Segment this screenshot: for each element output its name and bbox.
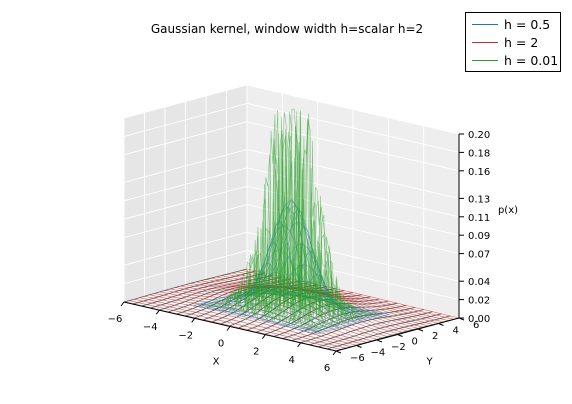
x-tick-label: −4 xyxy=(143,322,158,333)
x-tick-mark xyxy=(192,318,195,322)
z-tick-label: 0.09 xyxy=(468,231,490,242)
x-tick-label: −6 xyxy=(108,314,123,325)
x-tick-mark xyxy=(333,351,336,355)
y-tick-mark xyxy=(418,329,423,331)
x-tick-mark xyxy=(121,302,124,306)
z-tick-label: 0.02 xyxy=(468,296,490,307)
y-axis-label: Y xyxy=(425,357,433,368)
z-tick-label: 0.18 xyxy=(468,148,490,159)
z-tick-label: 0.11 xyxy=(468,213,490,224)
z-axis-label: p(x) xyxy=(498,205,518,216)
x-tick-label: −2 xyxy=(178,330,193,341)
legend-label: h = 2 xyxy=(504,34,538,52)
legend-label: h = 0.01 xyxy=(504,52,558,70)
legend-item: h = 0.5 xyxy=(466,16,560,34)
y-tick-label: 2 xyxy=(432,331,438,342)
y-tick-label: 4 xyxy=(453,326,459,337)
legend: h = 0.5 h = 2 h = 0.01 xyxy=(465,12,561,72)
y-tick-mark xyxy=(398,335,403,337)
z-tick-label: 0.20 xyxy=(468,130,490,141)
y-tick-label: 0 xyxy=(412,337,418,348)
x-tick-label: 4 xyxy=(289,355,295,366)
y-tick-label: −4 xyxy=(371,348,386,359)
legend-item: h = 2 xyxy=(466,34,560,52)
legend-label: h = 0.5 xyxy=(504,16,550,34)
z-tick-label: 0.00 xyxy=(468,314,490,325)
y-tick-mark xyxy=(377,340,382,342)
legend-swatch xyxy=(472,42,498,43)
y-tick-label: −6 xyxy=(350,353,365,364)
x-tick-label: 0 xyxy=(218,339,224,350)
y-tick-mark xyxy=(357,346,362,348)
chart-title: Gaussian kernel, window width h=scalar h… xyxy=(151,22,423,36)
y-tick-mark xyxy=(336,351,341,353)
legend-swatch xyxy=(472,60,498,61)
x-tick-label: 6 xyxy=(324,363,330,374)
x-axis-label: X xyxy=(213,357,220,368)
x-tick-mark xyxy=(227,327,230,331)
x-tick-mark xyxy=(298,343,301,347)
y-tick-mark xyxy=(439,324,444,326)
legend-swatch xyxy=(472,24,498,25)
z-tick-label: 0.04 xyxy=(468,277,490,288)
y-tick-label: −2 xyxy=(391,342,406,353)
x-tick-label: 2 xyxy=(253,347,259,358)
z-tick-label: 0.13 xyxy=(468,194,490,205)
x-tick-mark xyxy=(262,335,265,339)
z-tick-label: 0.16 xyxy=(468,167,490,178)
z-tick-label: 0.07 xyxy=(468,250,490,261)
x-tick-mark xyxy=(156,310,159,314)
legend-item: h = 0.01 xyxy=(466,52,560,70)
